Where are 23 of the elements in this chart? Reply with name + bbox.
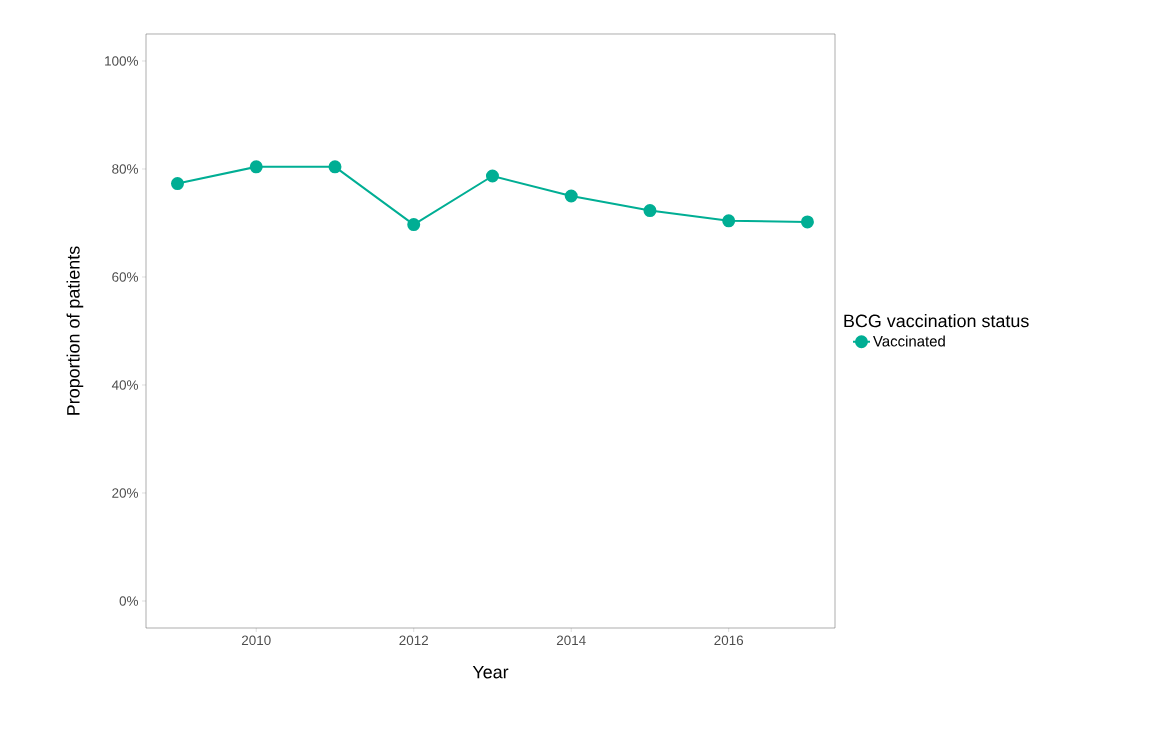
legend-label: Vaccinated bbox=[873, 335, 945, 347]
x-tick-label: 2012 bbox=[399, 635, 429, 646]
point bbox=[485, 169, 499, 183]
y-tick-label: 40% bbox=[111, 380, 139, 390]
point bbox=[722, 214, 736, 228]
x-tick-label: 2014 bbox=[556, 635, 586, 646]
x-axis-title: Year bbox=[472, 665, 509, 679]
point bbox=[564, 189, 578, 203]
legend-title: BCG vaccination status bbox=[844, 314, 1029, 328]
point bbox=[249, 160, 263, 174]
y-tick-label: 100% bbox=[105, 56, 139, 66]
x-tick-label: 2010 bbox=[241, 635, 271, 646]
y-tick-label: 80% bbox=[112, 164, 139, 174]
y-axis-title: Proportion of patients bbox=[66, 246, 84, 415]
point bbox=[643, 204, 657, 218]
y-tick-label: 0% bbox=[119, 596, 139, 606]
x-tick-label: 2016 bbox=[714, 635, 744, 646]
point bbox=[800, 215, 814, 229]
point bbox=[328, 160, 342, 174]
y-tick-label: 60% bbox=[112, 272, 139, 282]
y-tick-label: 20% bbox=[112, 488, 139, 498]
point bbox=[407, 218, 421, 232]
point bbox=[171, 177, 184, 191]
